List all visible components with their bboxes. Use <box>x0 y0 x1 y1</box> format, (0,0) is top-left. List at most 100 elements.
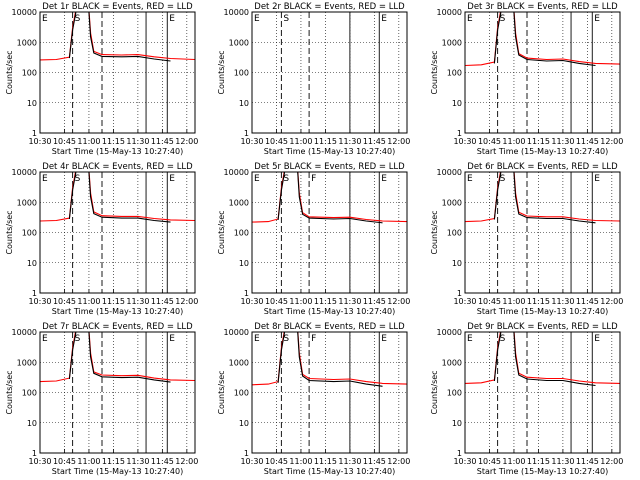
event-marker-label: E <box>254 14 260 24</box>
event-marker-label: F <box>311 334 316 344</box>
y-tick-label: 10000 <box>12 8 37 17</box>
series-line-events <box>68 172 171 223</box>
y-tick-label: 100 <box>22 389 37 398</box>
x-tick-label: 11:15 <box>527 297 550 306</box>
x-axis-label: Start Time (15-May-13 10:27:40) <box>264 307 395 316</box>
y-tick-label: 1000 <box>442 358 462 367</box>
y-tick-label: 100 <box>447 69 462 78</box>
x-axis-label: Start Time (15-May-13 10:27:40) <box>52 307 183 316</box>
x-tick-label: 11:45 <box>363 457 386 466</box>
y-tick-label: 1 <box>457 129 462 138</box>
x-tick-label: 11:00 <box>502 137 525 146</box>
x-tick-label: 12:00 <box>175 457 198 466</box>
plot-frame <box>251 11 408 134</box>
series-line-events <box>68 12 171 62</box>
chart-title: Det 9r BLACK = Events, RED = LLD <box>467 322 618 332</box>
event-marker-label: E <box>254 334 260 344</box>
y-tick-label: 10 <box>239 419 249 428</box>
x-axis-label: Start Time (15-May-13 10:27:40) <box>477 307 608 316</box>
event-marker-label: S <box>500 14 506 24</box>
x-tick-label: 11:30 <box>551 137 574 146</box>
event-marker-label: E <box>381 174 387 184</box>
x-tick-label: 10:45 <box>53 297 76 306</box>
y-axis-label: Counts/sec <box>5 50 14 94</box>
event-marker-label: S <box>283 174 289 184</box>
y-tick-label: 1 <box>32 289 37 298</box>
x-tick-label: 11:45 <box>151 297 174 306</box>
y-tick-label: 1 <box>457 289 462 298</box>
plot-frame <box>251 171 408 294</box>
y-tick-label: 10 <box>27 419 37 428</box>
plot-frame <box>39 171 196 294</box>
event-marker-label: E <box>594 174 600 184</box>
x-tick-label: 12:00 <box>600 297 623 306</box>
plot-frame <box>39 331 196 454</box>
x-tick-label: 11:45 <box>151 457 174 466</box>
x-tick-label: 11:00 <box>77 457 100 466</box>
x-tick-label: 11:15 <box>102 297 125 306</box>
x-tick-label: 10:45 <box>478 457 501 466</box>
y-tick-label: 1000 <box>17 198 37 207</box>
x-tick-label: 10:30 <box>28 137 51 146</box>
x-tick-label: 10:45 <box>478 297 501 306</box>
series-line-events <box>493 332 596 387</box>
plot-frame <box>464 171 621 294</box>
x-tick-label: 10:30 <box>28 297 51 306</box>
x-tick-label: 10:45 <box>53 457 76 466</box>
x-tick-label: 11:00 <box>77 297 100 306</box>
chart-title: Det 4r BLACK = Events, RED = LLD <box>42 162 193 172</box>
x-tick-label: 10:30 <box>28 457 51 466</box>
event-marker-label: E <box>42 174 48 184</box>
x-tick-label: 11:45 <box>363 137 386 146</box>
series-line-events <box>277 332 383 387</box>
chart-title: Det 5r BLACK = Events, RED = LLD <box>254 162 405 172</box>
x-tick-label: 12:00 <box>175 297 198 306</box>
x-tick-label: 10:30 <box>453 457 476 466</box>
x-axis-label: Start Time (15-May-13 10:27:40) <box>477 467 608 476</box>
chart-panel-1: 10:30 10:45 11:00 11:15 11:30 11:45 12:00 1 10 10… <box>5 2 198 156</box>
event-marker-label: S <box>75 174 81 184</box>
y-tick-label: 10000 <box>437 8 462 17</box>
x-tick-label: 12:00 <box>600 137 623 146</box>
y-tick-label: 10 <box>452 259 462 268</box>
chart-title: Det 1r BLACK = Events, RED = LLD <box>42 2 193 12</box>
y-tick-label: 1000 <box>229 358 249 367</box>
event-marker-label: E <box>467 14 473 24</box>
event-marker-label: E <box>169 174 175 184</box>
event-marker-label: E <box>381 14 387 24</box>
event-marker-label: S <box>500 334 506 344</box>
x-tick-label: 11:15 <box>314 457 337 466</box>
y-tick-label: 10000 <box>437 328 462 337</box>
y-tick-label: 10 <box>27 99 37 108</box>
y-tick-label: 10000 <box>12 168 37 177</box>
y-tick-label: 10000 <box>224 328 249 337</box>
y-tick-label: 1 <box>244 449 249 458</box>
series-line-events <box>493 12 596 67</box>
x-tick-label: 11:45 <box>363 297 386 306</box>
x-tick-label: 10:45 <box>265 297 288 306</box>
x-tick-label: 12:00 <box>600 457 623 466</box>
x-tick-label: 11:30 <box>126 297 149 306</box>
x-axis-label: Start Time (15-May-13 10:27:40) <box>52 147 183 156</box>
x-axis-label: Start Time (15-May-13 10:27:40) <box>52 467 183 476</box>
y-axis-label: Counts/sec <box>5 370 14 414</box>
chart-panel-2: 10:30 10:45 11:00 11:15 11:30 11:45 12:00 1 10 10… <box>217 2 410 156</box>
y-tick-label: 1000 <box>442 198 462 207</box>
y-tick-label: 10 <box>452 99 462 108</box>
x-tick-label: 10:30 <box>240 137 263 146</box>
x-tick-label: 11:30 <box>338 457 361 466</box>
chart-panel-5: 10:30 10:45 11:00 11:15 11:30 11:45 12:00 1 10 10… <box>217 162 410 316</box>
x-tick-label: 11:30 <box>551 457 574 466</box>
x-tick-label: 10:30 <box>453 297 476 306</box>
x-tick-label: 11:45 <box>576 137 599 146</box>
y-tick-label: 1000 <box>229 38 249 47</box>
series-line-events <box>493 172 596 224</box>
series-line-events <box>68 332 171 383</box>
y-tick-label: 100 <box>234 229 249 238</box>
y-axis-label: Counts/sec <box>217 50 226 94</box>
chart-panel-7: 10:30 10:45 11:00 11:15 11:30 11:45 12:00 1 10 10… <box>5 322 198 476</box>
event-marker-label: E <box>467 334 473 344</box>
y-tick-label: 1 <box>457 449 462 458</box>
event-marker-label: E <box>254 174 260 184</box>
